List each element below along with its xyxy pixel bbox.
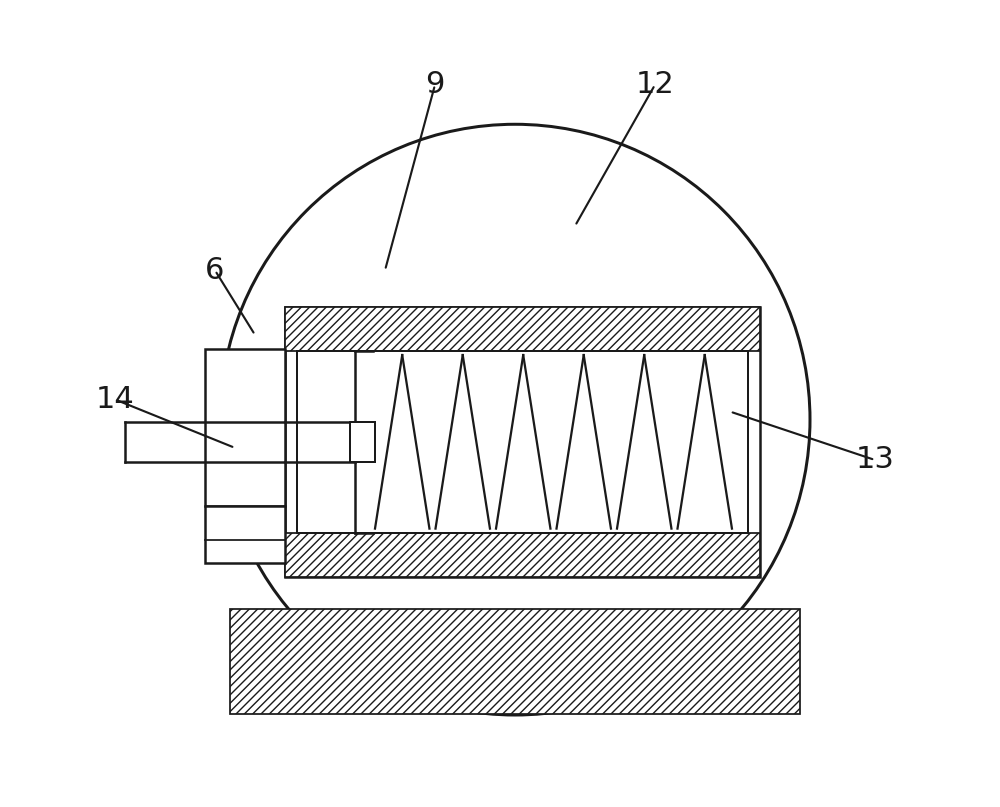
Text: 6: 6 bbox=[205, 256, 225, 285]
Bar bbox=[285, 307, 760, 577]
Bar bbox=[350, 421, 375, 462]
Bar bbox=[205, 349, 285, 507]
Text: 12: 12 bbox=[636, 70, 674, 99]
Bar bbox=[230, 609, 800, 714]
Text: 14: 14 bbox=[96, 385, 134, 414]
Ellipse shape bbox=[220, 124, 810, 715]
Bar bbox=[297, 351, 748, 533]
Bar bbox=[285, 533, 760, 577]
Bar bbox=[205, 507, 285, 563]
Text: 9: 9 bbox=[425, 70, 445, 99]
Bar bbox=[285, 307, 760, 351]
Text: 13: 13 bbox=[856, 445, 894, 475]
